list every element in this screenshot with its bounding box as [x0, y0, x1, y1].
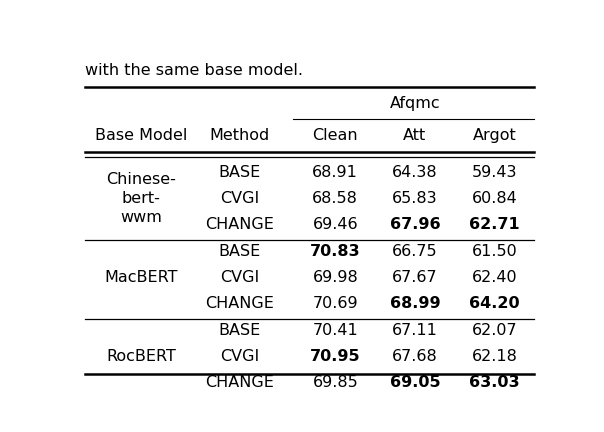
Text: CHANGE: CHANGE [205, 217, 274, 232]
Text: 60.84: 60.84 [472, 191, 517, 206]
Text: 70.83: 70.83 [310, 244, 361, 259]
Text: 69.98: 69.98 [312, 270, 358, 285]
Text: 63.03: 63.03 [469, 375, 520, 391]
Text: Afqmc: Afqmc [390, 96, 440, 111]
Text: Base Model: Base Model [95, 128, 187, 143]
Text: 62.18: 62.18 [472, 349, 518, 364]
Text: Att: Att [403, 128, 426, 143]
Text: 69.85: 69.85 [312, 375, 358, 391]
Text: 61.50: 61.50 [472, 244, 517, 259]
Text: CHANGE: CHANGE [205, 375, 274, 391]
Text: 67.11: 67.11 [392, 323, 438, 338]
Text: 64.20: 64.20 [469, 296, 520, 311]
Text: 59.43: 59.43 [472, 165, 517, 180]
Text: with the same base model.: with the same base model. [85, 64, 303, 79]
Text: BASE: BASE [218, 244, 260, 259]
Text: BASE: BASE [218, 165, 260, 180]
Text: 62.71: 62.71 [469, 217, 520, 232]
Text: 70.41: 70.41 [312, 323, 358, 338]
Text: 65.83: 65.83 [392, 191, 438, 206]
Text: RocBERT: RocBERT [106, 349, 176, 364]
Text: Method: Method [209, 128, 269, 143]
Text: 62.07: 62.07 [472, 323, 517, 338]
Text: 69.05: 69.05 [390, 375, 440, 391]
Text: MacBERT: MacBERT [104, 270, 178, 285]
Text: BASE: BASE [218, 323, 260, 338]
Text: 67.68: 67.68 [392, 349, 438, 364]
Text: CHANGE: CHANGE [205, 296, 274, 311]
Text: 67.67: 67.67 [392, 270, 438, 285]
Text: Argot: Argot [472, 128, 516, 143]
Text: 69.46: 69.46 [312, 217, 358, 232]
Text: 66.75: 66.75 [392, 244, 438, 259]
Text: 70.95: 70.95 [310, 349, 361, 364]
Text: 68.91: 68.91 [312, 165, 358, 180]
Text: Clean: Clean [312, 128, 358, 143]
Text: 64.38: 64.38 [392, 165, 438, 180]
Text: 68.58: 68.58 [312, 191, 358, 206]
Text: Chinese-
bert-
wwm: Chinese- bert- wwm [106, 172, 176, 225]
Text: 67.96: 67.96 [390, 217, 440, 232]
Text: CVGI: CVGI [220, 191, 259, 206]
Text: 62.40: 62.40 [472, 270, 517, 285]
Text: 68.99: 68.99 [390, 296, 440, 311]
Text: CVGI: CVGI [220, 349, 259, 364]
Text: CVGI: CVGI [220, 270, 259, 285]
Text: 70.69: 70.69 [312, 296, 358, 311]
